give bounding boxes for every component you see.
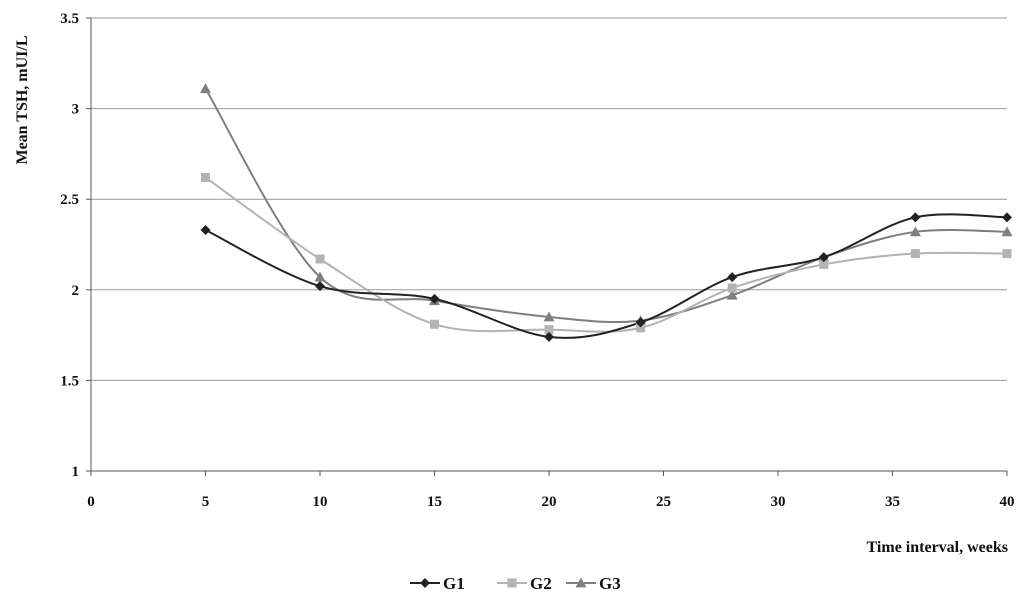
data-point-g3 xyxy=(1001,226,1013,237)
data-point-g1 xyxy=(429,293,440,304)
x-tick-label: 40 xyxy=(1000,494,1015,510)
data-point-g2 xyxy=(819,259,829,269)
data-point-g3 xyxy=(909,226,921,237)
axes xyxy=(90,18,1007,472)
data-point-g2 xyxy=(315,254,325,264)
y-tick-label: 2 xyxy=(72,283,80,299)
x-axis-title: Time interval, weeks xyxy=(867,539,1008,556)
y-tick-label: 3 xyxy=(72,102,80,118)
legend-label-g2: G2 xyxy=(530,574,552,593)
data-point-g1 xyxy=(818,252,829,263)
y-axis-title: Mean TSH, mUI/L xyxy=(14,35,31,164)
data-point-g1 xyxy=(635,317,646,328)
series-lines xyxy=(204,88,1008,339)
x-tick-label: 20 xyxy=(542,494,557,510)
data-point-g2 xyxy=(636,323,646,333)
legend-label-g1: G1 xyxy=(443,574,465,593)
data-point-g2 xyxy=(910,249,920,259)
y-tick-label: 2.5 xyxy=(60,192,79,208)
x-tick-label: 10 xyxy=(313,494,328,510)
legend-marker-g3 xyxy=(575,577,587,588)
y-axis-ticks: 1 1.5 2 2.5 3 3.5 xyxy=(60,11,91,480)
data-point-g3 xyxy=(200,83,211,94)
x-tick-label: 30 xyxy=(771,494,786,510)
x-tick-label: 35 xyxy=(885,494,900,510)
series-line-g1 xyxy=(205,213,1008,339)
data-point-g1 xyxy=(544,331,554,342)
data-point-g1 xyxy=(1002,212,1012,223)
y-tick-label: 1.5 xyxy=(60,373,79,389)
data-point-g3 xyxy=(543,311,555,322)
x-tick-label: 15 xyxy=(427,494,442,510)
data-point-g1 xyxy=(910,212,921,223)
data-point-g3 xyxy=(726,289,738,300)
y-tick-label: 1 xyxy=(72,464,80,480)
data-point-g1 xyxy=(200,225,211,236)
data-point-g1 xyxy=(727,272,738,283)
data-point-g2 xyxy=(544,325,554,335)
legend-marker-g2 xyxy=(507,578,517,588)
x-tick-label: 0 xyxy=(87,494,95,510)
series-line-g2 xyxy=(204,176,1008,333)
series-markers xyxy=(200,83,1013,342)
x-axis-ticks: 0 5 10 15 20 25 30 35 40 xyxy=(87,471,1015,510)
data-point-g2 xyxy=(201,172,210,182)
data-point-g2 xyxy=(430,319,439,329)
x-tick-label: 25 xyxy=(656,494,671,510)
data-point-g2 xyxy=(1002,249,1012,259)
data-point-g1 xyxy=(315,281,325,292)
data-point-g2 xyxy=(727,283,737,293)
y-tick-label: 3.5 xyxy=(60,11,79,27)
x-tick-label: 5 xyxy=(202,494,210,510)
legend-label-g3: G3 xyxy=(599,574,621,593)
legend-marker-g1 xyxy=(420,578,430,588)
gridlines xyxy=(91,17,1007,381)
legend: G1 G2 G3 xyxy=(410,574,621,593)
data-point-g3 xyxy=(314,271,326,282)
